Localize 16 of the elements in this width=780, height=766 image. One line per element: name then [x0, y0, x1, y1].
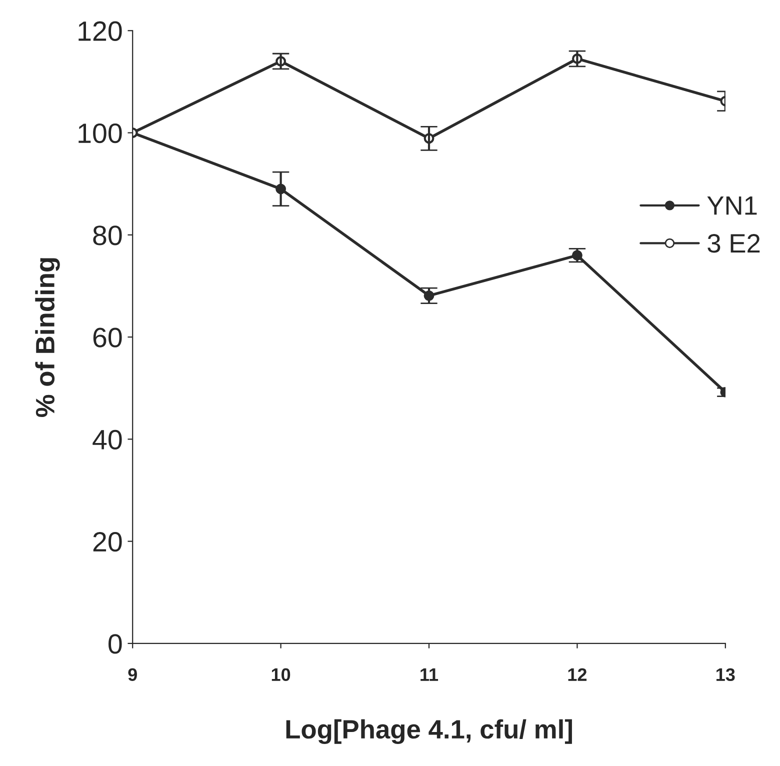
legend-label: YN1: [707, 196, 757, 215]
y-tick-label: 40: [92, 430, 122, 450]
x-axis-title: Log[Phage 4.1, cfu/ ml]: [286, 719, 572, 744]
y-tick-label: 20: [93, 532, 122, 552]
y-tick-label: 60: [93, 328, 122, 348]
y-tick-label: 120: [78, 21, 122, 41]
y-tick-label: 0: [108, 634, 122, 654]
x-tick-label: 12: [568, 668, 587, 681]
legend-label: 3 E2: [708, 234, 760, 253]
x-tick-label: 9: [128, 668, 137, 682]
y-tick-label: 80: [93, 226, 122, 246]
x-tick-label: 13: [716, 668, 735, 682]
x-tick-label: 11: [420, 668, 438, 681]
y-axis-title: % of Binding: [35, 258, 60, 417]
x-tick-label: 10: [272, 668, 290, 682]
y-tick-label: 100: [78, 123, 122, 144]
